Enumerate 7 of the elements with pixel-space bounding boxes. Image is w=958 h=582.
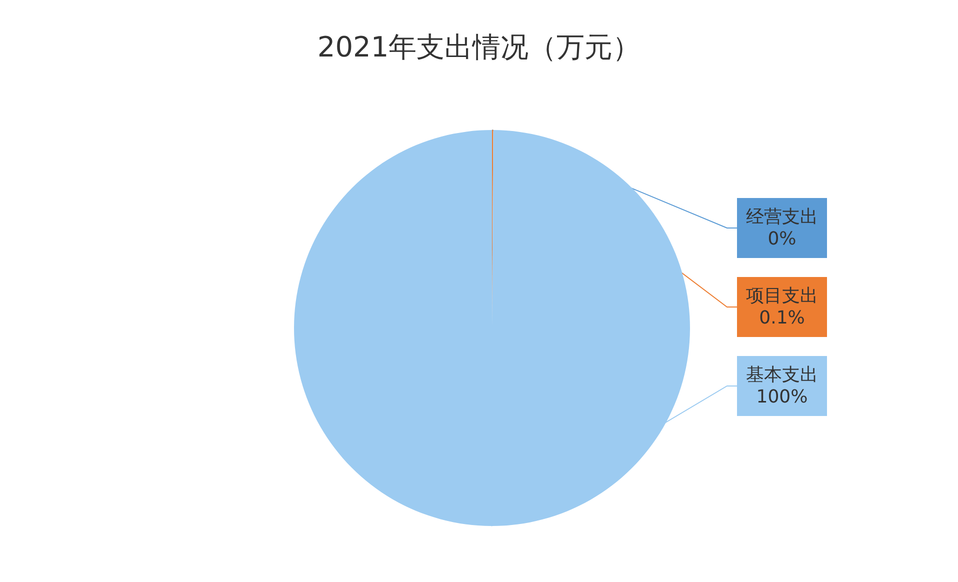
chart-title: 2021年支出情况（万元） xyxy=(317,30,641,64)
data-label: 100% xyxy=(756,386,808,408)
text: 0% xyxy=(768,228,796,250)
category-label: 经营支出 xyxy=(746,206,818,228)
data-label: 0.1% xyxy=(759,308,805,328)
slice-label: 项目支出 xyxy=(746,286,818,306)
slice-label: 基本支出 xyxy=(746,364,818,386)
